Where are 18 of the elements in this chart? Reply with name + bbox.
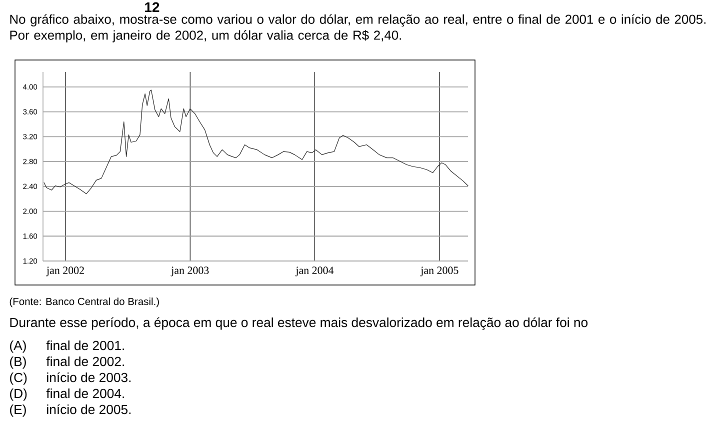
x-tick-label: jan 2003 <box>170 266 209 276</box>
x-tick-label: jan 2002 <box>46 266 84 276</box>
text: Durante esse período, a época em que o real esteve mais desvalorizado em relação ao dólar foi no <box>10 317 588 330</box>
text: início de 2003. <box>47 372 131 382</box>
text: final de 2002. <box>46 356 124 366</box>
x-tick-label: jan 2004 <box>295 266 334 276</box>
text: (Fonte: Banco Central do Brasil.) <box>10 298 159 308</box>
text: (C) <box>10 372 27 385</box>
text: (B) <box>10 356 26 369</box>
text: (E) <box>10 404 26 417</box>
chart-title: No gráfico abaixo, mostra-se como variou o valor do dólar, em relação ao real, entre o final de 2001 e o início de 2005. Por exemplo, em janeiro de 2002, um dólar valia cerca de R$ 2,40. <box>10 14 706 42</box>
x-tick-label: jan 2005 <box>420 266 458 276</box>
text: 12 <box>145 2 160 12</box>
text: final de 2004. <box>46 388 124 398</box>
text: (A) <box>10 340 26 353</box>
text: início de 2005. <box>47 404 131 414</box>
text: final de 2001. <box>46 340 124 350</box>
text: (D) <box>10 388 27 401</box>
